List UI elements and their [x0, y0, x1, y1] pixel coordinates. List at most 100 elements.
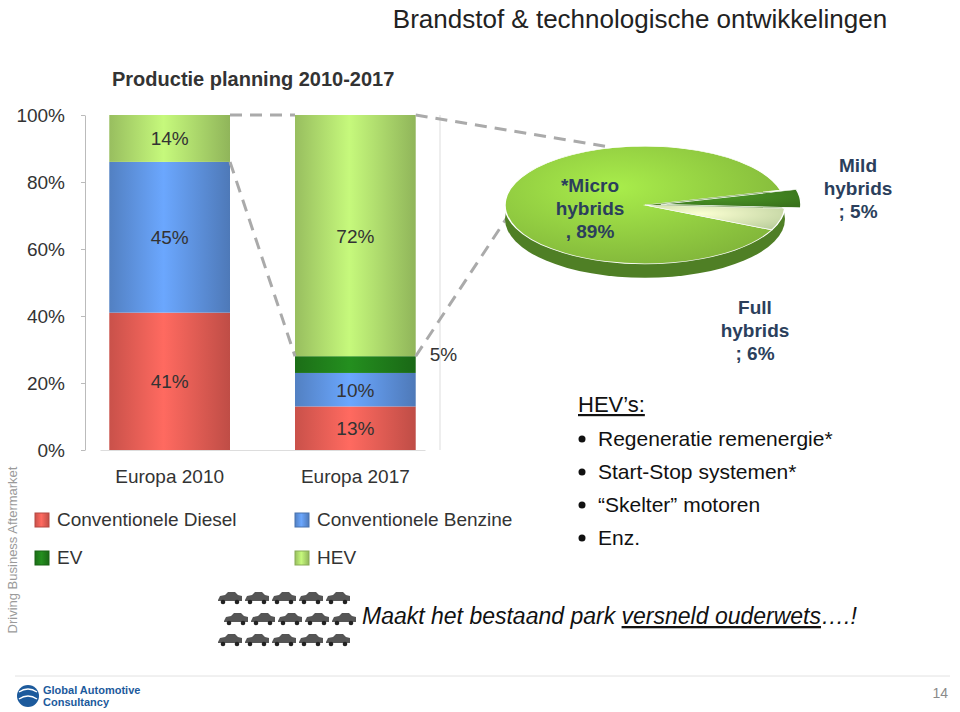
- hev-list: Regeneratie remenergie*Start-Stop system…: [579, 427, 833, 549]
- x-tick-label: Europa 2017: [301, 466, 410, 487]
- car-icon: [326, 592, 350, 604]
- legend-label: HEV: [317, 547, 356, 568]
- bar-label: 10%: [336, 380, 374, 401]
- car-icon: [245, 634, 269, 646]
- hev-item: “Skelter” motoren: [598, 493, 760, 516]
- footer-rule: [15, 676, 950, 677]
- car-body: [245, 592, 269, 601]
- car-wheel: [275, 642, 280, 647]
- car-wheel: [254, 621, 259, 626]
- legend-swatch: [295, 513, 309, 527]
- bars: [109, 115, 415, 450]
- bar-segment: [295, 406, 416, 450]
- car-icon: [218, 592, 242, 604]
- bar-label: 41%: [151, 371, 189, 392]
- car-wheel: [262, 642, 267, 647]
- hev-item: Regeneratie remenergie*: [598, 427, 833, 450]
- y-tick-mark: [81, 182, 85, 183]
- hev-item: Enz.: [598, 526, 640, 549]
- legend-label: EV: [57, 547, 83, 568]
- connector: [416, 115, 605, 146]
- footer-part: Maakt het bestaand park: [362, 603, 622, 629]
- bar-segment: [109, 115, 230, 162]
- y-tick: 100%: [16, 105, 85, 126]
- car-icon: [278, 613, 302, 625]
- pie-label-name: *Microhybrids: [556, 175, 625, 219]
- x-tick: Europa 2010: [115, 450, 224, 487]
- car-wheel: [322, 621, 327, 626]
- car-wheel: [335, 621, 340, 626]
- car-body: [332, 613, 356, 622]
- car-wheel: [275, 600, 280, 605]
- legend: Conventionele DieselConventionele Benzin…: [35, 509, 512, 568]
- pie-label-value: , 89%: [566, 221, 615, 242]
- y-tick-mark: [81, 249, 85, 250]
- side-text: Driving Business Aftermarket: [5, 466, 20, 633]
- bar-label: 5%: [430, 344, 458, 365]
- legend-label: Conventionele Diesel: [57, 509, 237, 530]
- car-icon: [224, 613, 248, 625]
- car-wheel: [289, 600, 294, 605]
- y-tick-label: 0%: [38, 440, 66, 461]
- pie-label-value: ; 6%: [735, 343, 774, 364]
- label-line: Mild: [839, 155, 877, 176]
- car-wheel: [248, 642, 253, 647]
- label-line: hybrids: [556, 198, 625, 219]
- label-line: Full: [738, 297, 772, 318]
- logo-icon-detail: [19, 689, 37, 699]
- car-body: [251, 613, 275, 622]
- car-wheel: [227, 621, 232, 626]
- hev-heading: HEV’s:: [578, 392, 645, 417]
- x-axis-line: [101, 450, 426, 451]
- car-body: [218, 634, 242, 643]
- connector: [416, 213, 510, 356]
- car-icon: [251, 613, 275, 625]
- car-icon: [272, 634, 296, 646]
- x-tick-label: Europa 2010: [115, 466, 224, 487]
- bar-segment: [295, 356, 416, 373]
- car-icon: [245, 592, 269, 604]
- car-wheel: [262, 600, 267, 605]
- car-body: [299, 634, 323, 643]
- label-line: *Micro: [561, 175, 619, 196]
- y-tick-label: 60%: [27, 239, 65, 260]
- legend-swatch: [295, 551, 309, 565]
- label-line: hybrids: [721, 320, 790, 341]
- car-icon: [326, 634, 350, 646]
- logo: Global AutomotiveConsultancy: [17, 684, 140, 708]
- y-tick: 80%: [27, 172, 85, 193]
- page-number: 14: [932, 685, 948, 701]
- car-wheel: [268, 621, 273, 626]
- car-wheel: [295, 621, 300, 626]
- bar-labels: 41%13%45%10%5%14%72%: [151, 128, 458, 439]
- car-body: [245, 634, 269, 643]
- car-body: [326, 592, 350, 601]
- car-wheel: [316, 642, 321, 647]
- bar-label: 13%: [336, 418, 374, 439]
- car-wheel: [329, 642, 334, 647]
- logo-icon: [17, 685, 39, 707]
- car-wheel: [241, 621, 246, 626]
- car-icon: [299, 592, 323, 604]
- y-axis: 0%20%40%60%80%100%: [16, 105, 85, 461]
- pie-slice: [661, 190, 801, 208]
- car-wheel: [221, 642, 226, 647]
- footer-part: versneld ouderwets: [622, 603, 822, 629]
- y-tick-mark: [81, 316, 85, 317]
- car-body: [305, 613, 329, 622]
- x-tick: Europa 2017: [301, 450, 410, 487]
- y-tick: 60%: [27, 239, 85, 260]
- label-line: hybrids: [824, 178, 893, 199]
- bar-segment: [109, 162, 230, 313]
- car-body: [278, 613, 302, 622]
- car-icon: [332, 613, 356, 625]
- car-wheel: [221, 600, 226, 605]
- bar-segment: [295, 373, 416, 407]
- bar-label: 72%: [336, 226, 374, 247]
- slide: Brandstof & technologische ontwikkelinge…: [0, 0, 960, 712]
- car-body: [272, 634, 296, 643]
- car-wheel: [308, 621, 313, 626]
- car-body: [218, 592, 242, 601]
- car-wheel: [302, 642, 307, 647]
- legend-swatch: [35, 513, 49, 527]
